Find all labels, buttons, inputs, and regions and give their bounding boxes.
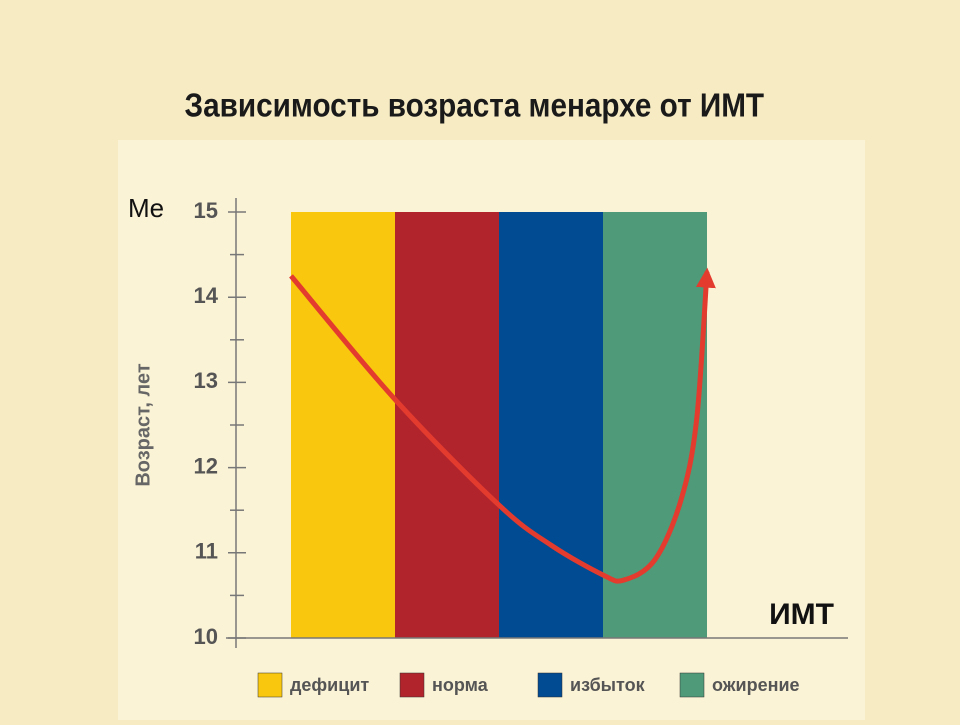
legend-swatch: [399, 672, 425, 698]
legend-label: избыток: [570, 675, 646, 695]
legend-label: дефицит: [290, 675, 369, 695]
legend-label: норма: [432, 675, 489, 695]
y-axis-label: Возраст, лет: [132, 363, 154, 487]
bar: [395, 212, 499, 638]
x-axis-label: ИМТ: [769, 598, 834, 631]
legend-swatch: [537, 672, 563, 698]
chart-title: Зависимость возраста менархе от ИМТ: [185, 87, 765, 124]
bar: [603, 212, 707, 638]
y-tick-label: 15: [194, 198, 218, 223]
legend-swatch: [679, 672, 705, 698]
y-tick-label: 13: [194, 368, 218, 393]
y-tick-label: 10: [194, 624, 218, 649]
legend-label: ожирение: [712, 675, 800, 695]
bar: [291, 212, 395, 638]
curve: [289, 267, 716, 584]
y-tick-label: 11: [195, 539, 218, 564]
y-tick-label: 14: [194, 283, 219, 308]
y-label-short: Me: [128, 193, 164, 223]
legend-swatch: [257, 672, 283, 698]
bar: [499, 212, 603, 638]
y-tick-label: 12: [194, 453, 218, 478]
